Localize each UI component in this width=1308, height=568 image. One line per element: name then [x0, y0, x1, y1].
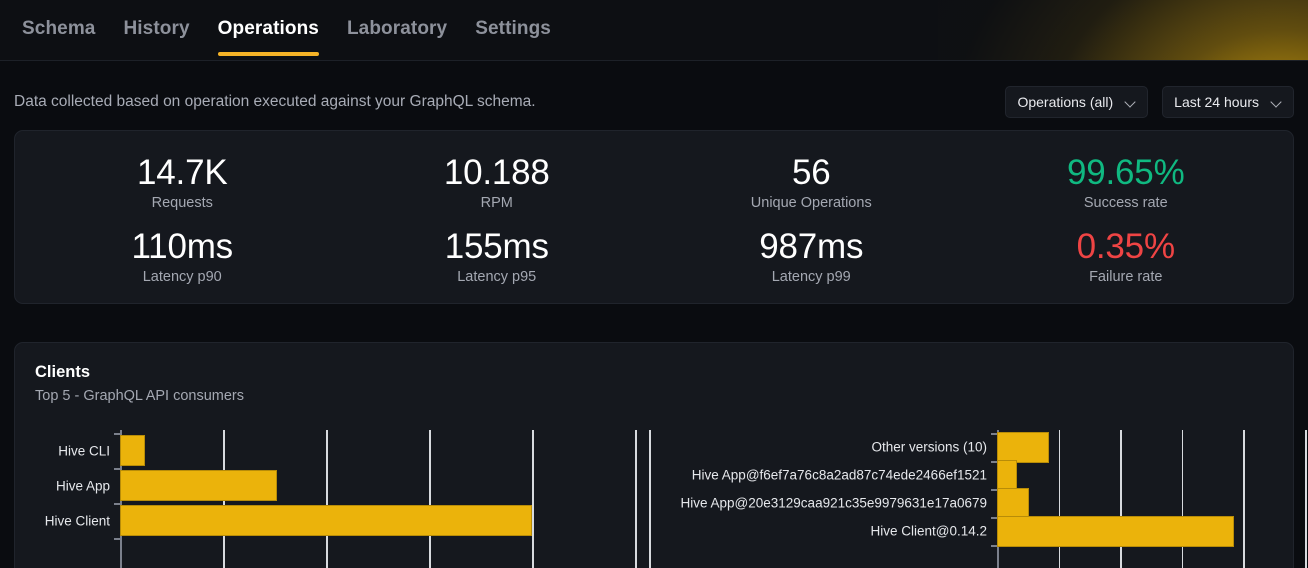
stat-rpm: 10.188 RPM	[340, 153, 655, 211]
chart-gridline	[1058, 430, 1061, 568]
nav-tab-list: Schema History Operations Laboratory Set…	[0, 0, 1308, 60]
stat-latency-p95: 155ms Latency p95	[340, 227, 655, 285]
stat-rpm-value: 10.188	[443, 153, 550, 192]
chart-gridline	[1305, 430, 1307, 568]
chart-category-label: Hive App@20e3129caa921c35e9979631e17a067…	[680, 495, 987, 511]
stat-failure-rate: 0.35% Failure rate	[969, 227, 1284, 285]
chart-category-label: Hive CLI	[58, 443, 110, 459]
chart-bar[interactable]	[120, 435, 145, 467]
clients-bar-chart-plot: Hive CLI Hive App Hive Client	[35, 430, 637, 568]
chart-gridline	[1243, 430, 1245, 568]
chart-category-label: Other versions (10)	[871, 439, 987, 455]
chart-axis-tick	[114, 433, 120, 435]
clients-charts-row: Hive CLI Hive App Hive Client Other versio…	[35, 430, 1307, 568]
stat-latency-p99-value: 987ms	[759, 227, 864, 267]
clients-card: Clients Top 5 - GraphQL API consumers Hi…	[14, 342, 1307, 568]
chart-axis-tick	[991, 545, 997, 547]
stats-summary-card: 14.7K Requests 10.188 RPM 56 Unique Oper…	[14, 130, 1294, 305]
stat-requests-label: Requests	[151, 195, 213, 212]
chart-bar[interactable]	[997, 487, 1030, 519]
stat-success-rate-label: Success rate	[1083, 195, 1168, 212]
stat-latency-p99-label: Latency p99	[771, 269, 851, 286]
chart-axis-tick	[991, 489, 997, 491]
active-tab-indicator	[217, 52, 319, 56]
chart-bar[interactable]	[120, 505, 532, 537]
stat-latency-p90-value: 110ms	[131, 227, 234, 267]
chart-gridline	[326, 430, 328, 568]
top-navigation-bar: Schema History Operations Laboratory Set…	[0, 0, 1308, 61]
tab-history-label: History	[123, 18, 190, 39]
stat-unique-operations: 56 Unique Operations	[654, 153, 969, 211]
stat-failure-rate-value: 0.35%	[1076, 227, 1175, 267]
stat-failure-rate-label: Failure rate	[1089, 269, 1163, 286]
stat-latency-p90-label: Latency p90	[142, 269, 222, 286]
tab-schema-label: Schema	[22, 18, 96, 39]
charts-divider	[635, 430, 665, 568]
stat-success-rate: 99.65% Success rate	[969, 153, 1284, 211]
chart-axis-tick	[114, 503, 120, 505]
clients-card-title: Clients	[35, 363, 91, 382]
chart-gridline	[532, 430, 534, 568]
chart-gridline	[429, 430, 431, 568]
chart-category-label: Hive App@f6ef7a76c8a2ad87c74ede2466ef152…	[691, 467, 987, 483]
stat-latency-p95-label: Latency p95	[457, 269, 537, 286]
stat-unique-operations-label: Unique Operations	[750, 195, 872, 212]
chart-gridline	[1120, 430, 1122, 568]
stat-latency-p90: 110ms Latency p90	[25, 227, 340, 285]
chart-category-label: Hive App	[55, 478, 110, 494]
tab-laboratory-label: Laboratory	[346, 18, 448, 39]
client-versions-bar-chart[interactable]: Other versions (10) Hive App@f6ef7a76c8a2…	[665, 430, 1307, 568]
chart-gridline	[1181, 430, 1184, 568]
chart-bar[interactable]	[997, 459, 1017, 491]
tab-history[interactable]: History	[109, 0, 203, 60]
client-versions-bar-chart-plot: Other versions (10) Hive App@f6ef7a76c8a2…	[665, 430, 1307, 568]
tab-settings[interactable]: Settings	[461, 0, 565, 60]
page-description: Data collected based on operation execut…	[14, 93, 536, 110]
stats-grid: 14.7K Requests 10.188 RPM 56 Unique Oper…	[25, 153, 1283, 285]
stat-latency-p95-value: 155ms	[444, 227, 549, 267]
chart-axis-tick	[114, 468, 120, 470]
stat-requests-value: 14.7K	[137, 153, 228, 192]
chart-category-label: Hive Client	[44, 513, 110, 529]
stat-unique-operations-value: 56	[791, 153, 831, 192]
clients-card-subtitle: Top 5 - GraphQL API consumers	[35, 388, 245, 405]
chart-axis-tick	[991, 433, 997, 435]
operations-filter-value: Operations (all)	[1017, 94, 1114, 110]
page-subheader: Data collected based on operation execut…	[0, 61, 1308, 121]
tab-settings-label: Settings	[475, 18, 551, 39]
tab-schema[interactable]: Schema	[8, 0, 109, 60]
chart-bar[interactable]	[997, 515, 1234, 547]
time-range-select[interactable]: Last 24 hours	[1162, 86, 1294, 118]
stat-success-rate-value: 99.65%	[1066, 153, 1185, 192]
stat-rpm-label: RPM	[480, 195, 513, 212]
chart-axis-tick	[991, 517, 997, 519]
tab-operations-label: Operations	[217, 18, 319, 39]
tab-operations[interactable]: Operations	[204, 0, 333, 60]
tab-laboratory[interactable]: Laboratory	[333, 0, 461, 60]
chart-bar[interactable]	[120, 470, 277, 502]
stat-latency-p99: 987ms Latency p99	[654, 227, 969, 285]
chart-axis-tick	[114, 538, 120, 540]
operations-filter-select[interactable]: Operations (all)	[1005, 86, 1149, 118]
stat-requests: 14.7K Requests	[25, 153, 340, 211]
chart-axis-tick	[991, 461, 997, 463]
chart-gridline	[635, 430, 637, 568]
filter-controls: Operations (all) Last 24 hours	[1005, 86, 1294, 118]
chart-bar[interactable]	[997, 431, 1049, 463]
chevron-down-icon	[1271, 97, 1282, 108]
time-range-value: Last 24 hours	[1174, 94, 1259, 110]
chart-category-label: Hive Client@0.14.2	[870, 523, 987, 539]
chevron-down-icon	[1125, 97, 1136, 108]
clients-bar-chart[interactable]: Hive CLI Hive App Hive Client	[35, 430, 637, 568]
